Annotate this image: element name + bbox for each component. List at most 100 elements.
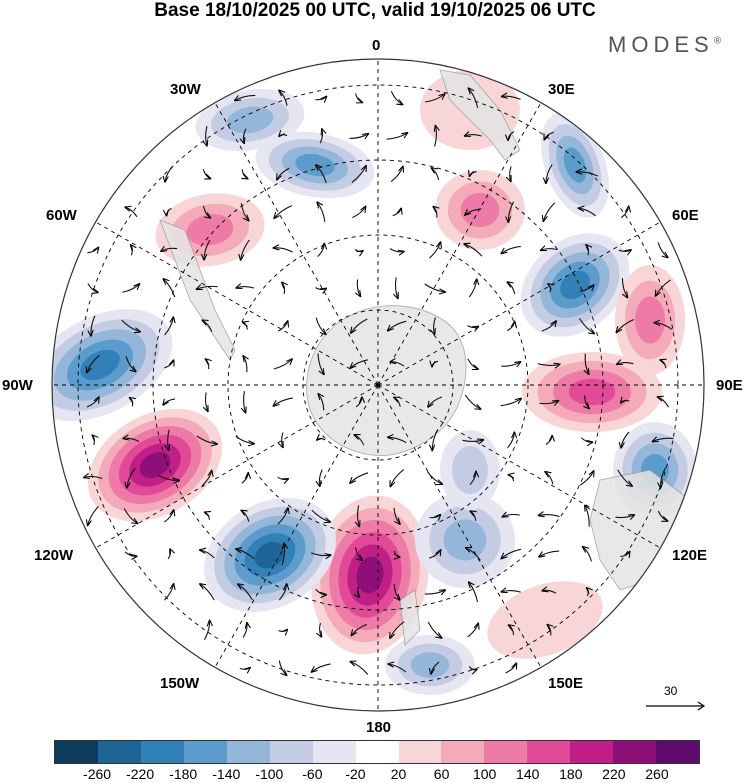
- wind-arrow: [507, 282, 516, 295]
- wind-arrow: [206, 392, 208, 412]
- wind-arrow: [510, 166, 512, 182]
- wind-arrow: [358, 586, 360, 598]
- wind-arrow: [424, 590, 446, 594]
- wind-arrow: [620, 206, 628, 219]
- wind-arrow: [468, 88, 479, 109]
- wind-arrow: [273, 397, 293, 406]
- wind-arrow: [586, 245, 588, 256]
- wind-arrow: [358, 505, 360, 526]
- wind-reference-arrow: [646, 701, 706, 711]
- wind-reference-vector: 30: [644, 684, 710, 714]
- wind-arrow: [273, 248, 293, 253]
- wind-arrow: [396, 277, 398, 299]
- wind-arrow: [350, 359, 369, 368]
- anomaly-contour: [226, 106, 274, 134]
- wind-arrow: [545, 436, 552, 445]
- wind-arrow: [468, 666, 477, 670]
- wind-arrow: [541, 249, 558, 251]
- anomaly-contour: [254, 541, 286, 569]
- wind-arrow: [87, 283, 98, 293]
- wind-arrow: [660, 360, 667, 369]
- wind-arrow: [86, 397, 99, 408]
- wind-arrow: [273, 359, 292, 370]
- wind-arrow: [239, 668, 250, 670]
- wind-arrow: [431, 168, 440, 181]
- wind-arrow: [507, 321, 514, 332]
- wind-arrow: [200, 550, 215, 559]
- wind-arrow: [615, 515, 635, 518]
- wind-arrow: [538, 515, 560, 517]
- wind-arrow: [501, 591, 521, 593]
- wind-arrow: [320, 622, 322, 637]
- wind-arrow: [315, 317, 326, 335]
- wind-arrow: [167, 207, 172, 215]
- lon-label-120e: 120E: [672, 547, 708, 564]
- colorbar-tick-label: -260: [83, 766, 112, 782]
- colorbar-tick-label: 20: [390, 766, 407, 782]
- lon-label-150e: 150E: [548, 675, 584, 692]
- wind-arrow: [315, 96, 327, 99]
- anomaly-contour: [560, 270, 590, 300]
- lon-label-150w: 150W: [160, 675, 200, 692]
- wind-arrow: [539, 401, 559, 404]
- wind-arrow: [87, 247, 98, 253]
- wind-arrow: [390, 468, 405, 486]
- meridian-line: [214, 102, 379, 386]
- wind-arrow: [277, 508, 288, 525]
- graticule: [52, 59, 704, 711]
- wind-arrow: [278, 660, 286, 676]
- wind-arrow: [277, 167, 290, 180]
- anomaly-contour: [635, 296, 665, 344]
- wind-arrow: [319, 129, 322, 144]
- wind-arrow: [470, 511, 476, 521]
- wind-arrow: [508, 625, 513, 636]
- lon-label-90e: 90E: [716, 377, 743, 394]
- lon-label-120w: 120W: [34, 547, 74, 564]
- wind-arrow: [158, 475, 180, 481]
- wind-arrow: [241, 239, 250, 260]
- wind-arrow: [277, 476, 289, 479]
- wind-arrow: [122, 284, 140, 293]
- meridian-line: [377, 221, 661, 386]
- wind-arrow: [542, 590, 557, 594]
- wind-arrow: [163, 279, 176, 298]
- colorbar-tick-label: 100: [472, 766, 497, 782]
- wind-arrow: [203, 620, 209, 640]
- wind-arrow: [464, 244, 483, 257]
- wind-arrow: [123, 508, 137, 524]
- wind-arrow: [350, 662, 369, 675]
- wind-arrow: [352, 206, 365, 219]
- registered-mark: ®: [713, 35, 722, 47]
- lon-label-0: 0: [372, 37, 381, 54]
- wind-arrow: [164, 317, 174, 336]
- meridian-line: [95, 221, 379, 386]
- wind-arrow: [580, 285, 594, 292]
- wind-arrow: [315, 287, 327, 290]
- wind-arrow: [470, 172, 477, 177]
- wind-arrow: [579, 471, 594, 486]
- colorbar-tick-label: -60: [302, 766, 323, 782]
- wind-arrow: [317, 202, 326, 222]
- wind-arrow: [311, 663, 331, 672]
- colorbar-tick-label: 220: [602, 766, 626, 782]
- wind-arrow: [241, 473, 248, 484]
- wind-arrow: [317, 353, 324, 375]
- colorbar-swatch: [226, 741, 270, 763]
- wind-arrow: [392, 208, 401, 217]
- colorbar-tick-label: 60: [433, 766, 450, 782]
- colorbar-tick-label: -220: [126, 766, 155, 782]
- colorbar-swatch: [269, 741, 313, 763]
- wind-arrow: [351, 318, 368, 333]
- wind-arrow: [354, 435, 365, 446]
- wind-arrow: [429, 550, 441, 559]
- wind-arrow: [349, 134, 369, 139]
- wind-arrow: [390, 621, 405, 639]
- wind-arrow: [424, 283, 445, 292]
- wind-arrow: [388, 664, 407, 673]
- wind-arrow: [242, 169, 248, 178]
- wind-arrow: [433, 207, 437, 218]
- wind-arrow: [621, 278, 627, 297]
- wind-arrow: [435, 126, 437, 147]
- wind-reference-value: 30: [664, 684, 678, 698]
- wind-arrow: [350, 472, 369, 483]
